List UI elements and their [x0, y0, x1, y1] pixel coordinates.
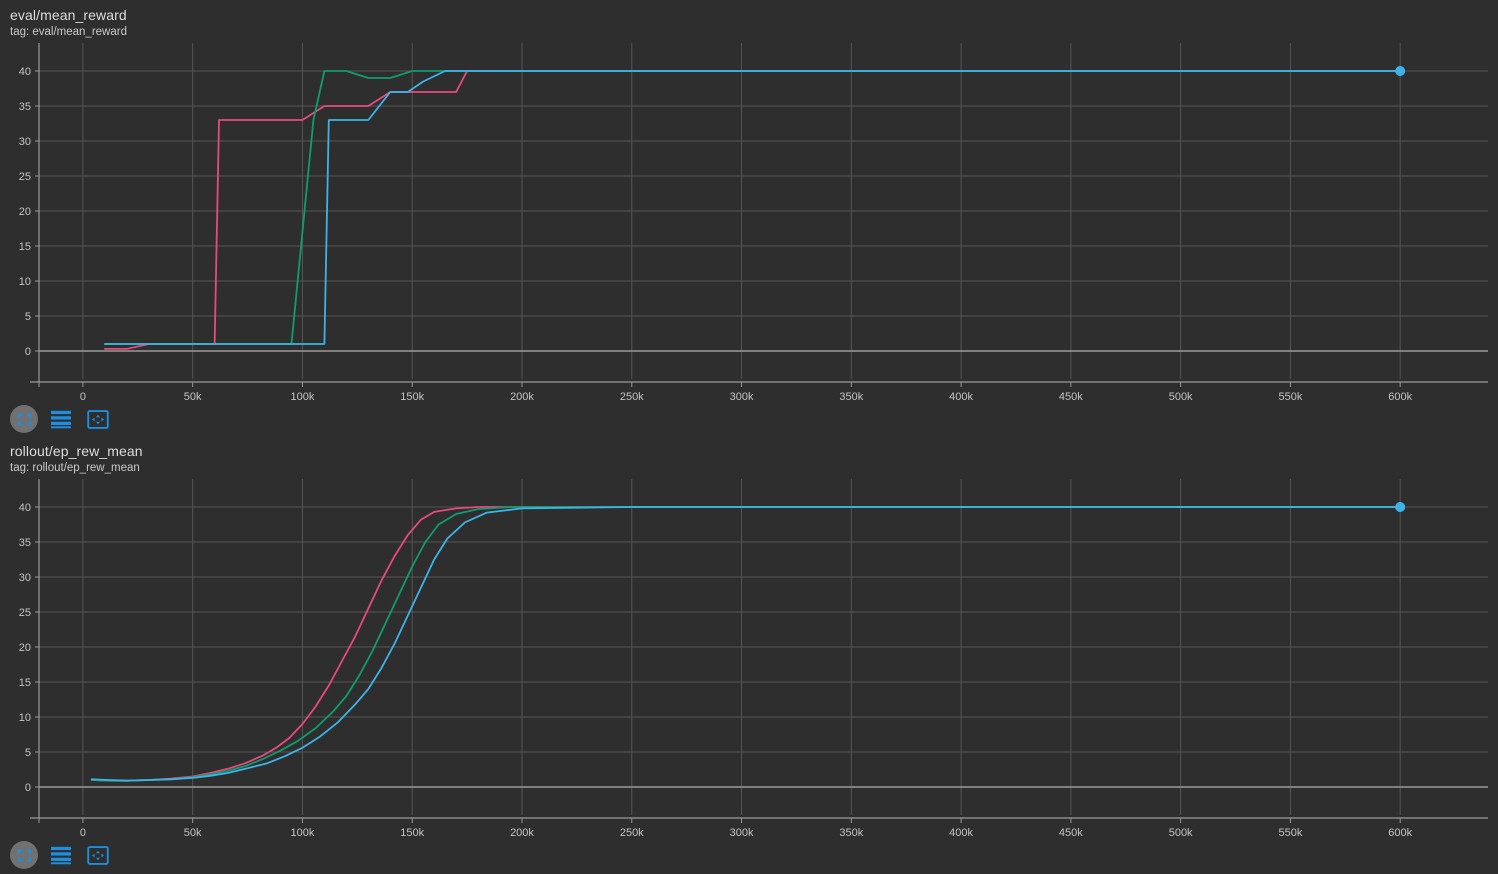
x-tick-label: 250k	[620, 391, 644, 402]
x-tick-label: 550k	[1278, 391, 1302, 402]
x-tick-label: 150k	[400, 391, 424, 402]
x-tick-label: 300k	[730, 827, 754, 838]
expand-brackets-icon[interactable]	[10, 405, 38, 433]
y-tick-label: 20	[19, 206, 31, 218]
x-tick-label: 600k	[1388, 391, 1412, 402]
y-tick-label: 25	[19, 171, 31, 183]
y-tick-label: 40	[19, 502, 31, 514]
x-tick-label: 400k	[949, 391, 973, 402]
y-tick-label: 10	[19, 712, 31, 724]
y-tick-label: 25	[19, 607, 31, 619]
chart-header: eval/mean_reward tag: eval/mean_reward	[0, 0, 1498, 39]
y-tick-label: 0	[25, 346, 31, 358]
data-table-glyph	[51, 846, 71, 865]
x-tick-label: 0	[80, 827, 86, 838]
y-tick-label: 10	[19, 276, 31, 288]
plot-area-rollout-ep-rew-mean[interactable]: 0 5 10 15 20 25 30 35 40 0 50k 100k 150k 200k 250k 300k…	[0, 475, 1498, 838]
y-tick-label: 0	[25, 782, 31, 794]
y-tick-label: 15	[19, 241, 31, 253]
x-tick-label: 500k	[1169, 827, 1193, 838]
series-line-run-blue	[90, 506, 1402, 782]
x-tick-label: 350k	[839, 391, 863, 402]
x-tick-label: 250k	[620, 827, 644, 838]
x-tick-label: 50k	[184, 827, 202, 838]
chart-toolbar	[0, 838, 1498, 872]
x-tick-label: 150k	[400, 827, 424, 838]
data-table-icon[interactable]	[47, 405, 75, 433]
chart-header: rollout/ep_rew_mean tag: rollout/ep_rew_…	[0, 436, 1498, 475]
x-tick-label: 500k	[1169, 391, 1193, 402]
data-table-glyph	[51, 410, 71, 429]
line-chart-svg[interactable]: 0 5 10 15 20 25 30 35 40 0 50k 100k 150k 200k 250k 300k…	[0, 39, 1498, 402]
series-line-run-pink	[103, 70, 1402, 350]
y-tick-label: 30	[19, 136, 31, 148]
series-line-run-pink	[90, 506, 1402, 782]
x-tick-label: 200k	[510, 827, 534, 838]
x-tick-label: 200k	[510, 391, 534, 402]
x-tick-label: 50k	[184, 391, 202, 402]
x-tick-label: 450k	[1059, 391, 1083, 402]
chart-title: rollout/ep_rew_mean	[10, 443, 143, 459]
x-tick-label: 300k	[730, 391, 754, 402]
line-chart-svg[interactable]: 0 5 10 15 20 25 30 35 40 0 50k 100k 150k 200k 250k 300k…	[0, 475, 1498, 838]
plot-area-eval-mean-reward[interactable]: 0 5 10 15 20 25 30 35 40 0 50k 100k 150k 200k 250k 300k…	[0, 39, 1498, 402]
expand-brackets-icon[interactable]	[10, 841, 38, 869]
x-tick-label: 550k	[1278, 827, 1302, 838]
y-tick-label: 5	[25, 747, 31, 759]
series-line-run-teal	[103, 70, 1402, 345]
chart-title: eval/mean_reward	[10, 7, 127, 23]
reset-zoom-icon[interactable]	[84, 405, 112, 433]
chart-card-rollout-ep-rew-mean: rollout/ep_rew_mean tag: rollout/ep_rew_…	[0, 436, 1498, 872]
chart-tag-label: tag: eval/mean_reward	[10, 26, 127, 38]
data-table-icon[interactable]	[47, 841, 75, 869]
endpoint-marker	[1395, 502, 1406, 512]
y-tick-label: 15	[19, 677, 31, 689]
x-tick-label: 400k	[949, 827, 973, 838]
chart-tag-label: tag: rollout/ep_rew_mean	[10, 462, 140, 474]
y-tick-label: 35	[19, 101, 31, 113]
x-tick-label: 450k	[1059, 827, 1083, 838]
chart-toolbar	[0, 402, 1498, 436]
x-tick-label: 100k	[291, 827, 315, 838]
reset-zoom-icon[interactable]	[84, 841, 112, 869]
chart-card-eval-mean-reward: eval/mean_reward tag: eval/mean_reward 0…	[0, 0, 1498, 436]
series-line-run-blue	[103, 70, 1402, 345]
x-tick-label: 600k	[1388, 827, 1412, 838]
y-tick-label: 35	[19, 537, 31, 549]
x-tick-label: 0	[80, 391, 86, 402]
y-tick-label: 20	[19, 642, 31, 654]
endpoint-marker	[1395, 66, 1406, 76]
y-tick-label: 40	[19, 66, 31, 78]
x-tick-label: 350k	[839, 827, 863, 838]
x-tick-label: 100k	[291, 391, 315, 402]
y-tick-label: 5	[25, 311, 31, 323]
y-tick-label: 30	[19, 572, 31, 584]
